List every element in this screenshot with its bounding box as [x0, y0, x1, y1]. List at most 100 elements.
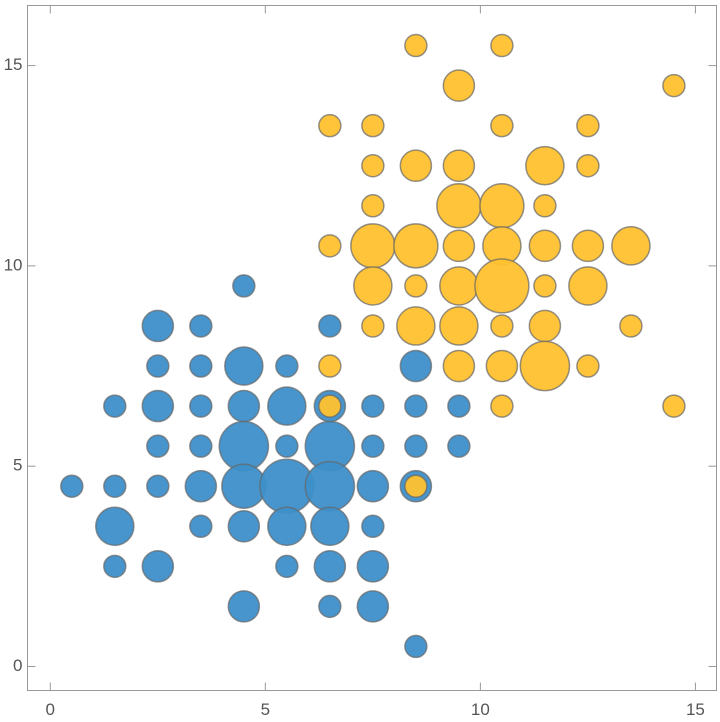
- bubble: [318, 113, 342, 138]
- bubble: [146, 474, 170, 498]
- bubble: [267, 386, 307, 426]
- bubble: [361, 113, 385, 138]
- bubble: [361, 434, 385, 458]
- bubble: [361, 194, 385, 218]
- bubble: [356, 550, 390, 583]
- bubble: [439, 306, 479, 346]
- bubble: [474, 258, 530, 314]
- bubble: [275, 354, 299, 378]
- bubble: [146, 354, 170, 378]
- bubble: [439, 266, 479, 306]
- bubble: [267, 506, 307, 547]
- bubble: [310, 506, 350, 547]
- bubble: [189, 514, 213, 539]
- x-tick-label: 15: [686, 700, 705, 719]
- bubble: [393, 223, 439, 269]
- bubble: [399, 349, 433, 383]
- bubble: [436, 183, 482, 229]
- bubble: [568, 266, 608, 306]
- bubble: [576, 113, 600, 138]
- bubble: [485, 349, 519, 383]
- x-tick-label: 0: [46, 700, 55, 719]
- bubble: [189, 354, 213, 378]
- bubble: [519, 340, 571, 392]
- bubble: [404, 434, 428, 458]
- y-tick-label: 5: [13, 456, 22, 475]
- x-tick-label: 5: [261, 700, 270, 719]
- bubble: [227, 590, 261, 623]
- bubble: [141, 389, 175, 423]
- bubble: [442, 69, 476, 102]
- bubble: [404, 274, 428, 298]
- bubble: [103, 474, 127, 498]
- bubble: [442, 149, 476, 183]
- bubble: [611, 226, 651, 266]
- y-tick-label: 0: [13, 656, 22, 675]
- bubble: [275, 434, 299, 458]
- bubble: [318, 394, 342, 418]
- bubble: [361, 153, 385, 178]
- bubble: [218, 420, 270, 472]
- bubble: [146, 434, 170, 458]
- bubble: [404, 474, 428, 498]
- bubble: [275, 554, 299, 579]
- bubble: [490, 314, 514, 338]
- bubble: [404, 33, 428, 58]
- bubble: [396, 306, 436, 346]
- bubble: [404, 634, 428, 659]
- bubble: [361, 394, 385, 418]
- plot-frame: [27, 5, 717, 691]
- bubble: [318, 354, 342, 378]
- bubble: [528, 229, 562, 263]
- bubble: [318, 594, 342, 619]
- bubble: [356, 590, 390, 623]
- bubble: [576, 354, 600, 378]
- bubble: [399, 149, 433, 183]
- bubble: [318, 234, 342, 258]
- x-tick-label: 10: [471, 700, 490, 719]
- bubble: [490, 394, 514, 418]
- bubble: [662, 73, 686, 98]
- bubble: [662, 394, 686, 418]
- bubble: [189, 394, 213, 418]
- bubble: [318, 314, 342, 338]
- bubble: [447, 394, 471, 418]
- bubble: [404, 394, 428, 418]
- bubble: [571, 229, 605, 263]
- bubble: [442, 349, 476, 383]
- bubble: [533, 274, 557, 298]
- y-tick-label: 10: [4, 255, 23, 274]
- bubble: [224, 346, 264, 386]
- bubble: [184, 469, 218, 503]
- bubble: [189, 434, 213, 458]
- bubble: [227, 509, 261, 543]
- bubble: [525, 145, 565, 186]
- bubble: [528, 309, 562, 343]
- bubble: [361, 314, 385, 338]
- bubble: [103, 394, 127, 418]
- bubble: [232, 274, 256, 298]
- bubble: [95, 506, 135, 547]
- bubble: [447, 434, 471, 458]
- bubble: [490, 33, 514, 58]
- bubble: [442, 229, 476, 263]
- bubble: [141, 550, 175, 583]
- bubble: [353, 266, 393, 306]
- bubble: [227, 389, 261, 423]
- bubble: [533, 194, 557, 218]
- bubble: [361, 514, 385, 539]
- bubble: [304, 460, 356, 512]
- bubble: [141, 309, 175, 343]
- bubble: [479, 183, 525, 229]
- bubble: [313, 550, 347, 583]
- bubble: [576, 153, 600, 178]
- bubble: [356, 469, 390, 503]
- y-tick-label: 15: [4, 55, 23, 74]
- bubble: [60, 474, 84, 498]
- bubble: [103, 554, 127, 579]
- bubble: [490, 113, 514, 138]
- bubble: [619, 314, 643, 338]
- bubble: [189, 314, 213, 338]
